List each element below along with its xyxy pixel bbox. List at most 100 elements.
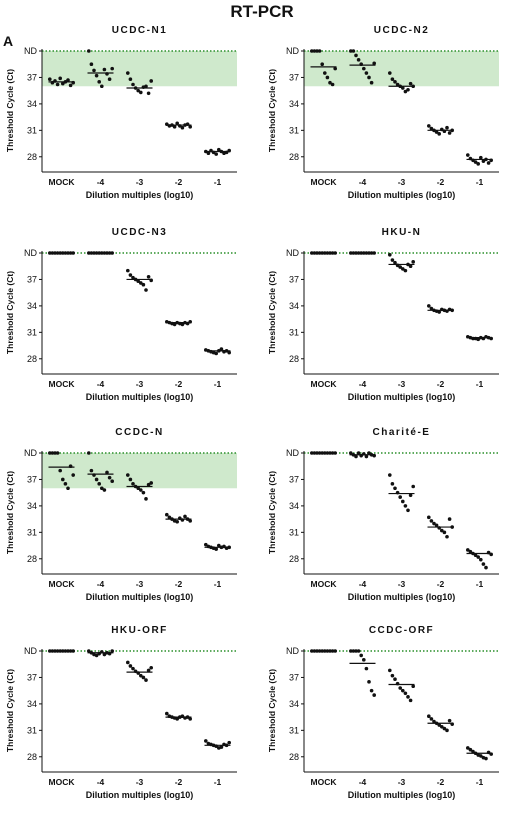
data-point xyxy=(214,351,218,356)
data-point xyxy=(149,481,153,485)
x-tick-label: -3 xyxy=(136,177,144,187)
data-point xyxy=(165,512,169,517)
data-point xyxy=(356,649,361,653)
x-axis-label: Dilution multiples (log10) xyxy=(348,190,456,200)
y-tick-label: 28 xyxy=(289,152,299,162)
data-point xyxy=(411,260,415,264)
data-point xyxy=(126,71,130,75)
data-point xyxy=(102,488,107,492)
x-tick-label: -1 xyxy=(214,177,222,187)
data-point xyxy=(128,664,133,668)
data-point xyxy=(440,528,444,533)
data-point xyxy=(180,322,185,327)
data-point xyxy=(388,473,392,477)
data-point xyxy=(466,746,470,750)
chart-svg: UCDC-N1 28 31 34 37 ND MOCK -4 -3 -2 -1 Dilution mu… xyxy=(5,25,237,200)
data-point xyxy=(100,84,104,89)
x-tick-label: -4 xyxy=(97,177,105,187)
data-point xyxy=(100,486,104,491)
data-point xyxy=(141,490,146,495)
data-point xyxy=(188,519,192,523)
data-point xyxy=(403,691,408,696)
x-tick-label: -1 xyxy=(214,579,222,589)
y-tick-label: 37 xyxy=(27,672,37,682)
data-point xyxy=(484,565,488,570)
data-point xyxy=(473,553,478,558)
data-point xyxy=(172,322,177,327)
x-tick-label: -3 xyxy=(398,777,406,787)
data-point xyxy=(105,470,109,475)
data-point xyxy=(447,517,452,521)
data-point xyxy=(393,260,397,265)
x-tick-label: -4 xyxy=(359,579,367,589)
data-point xyxy=(146,91,151,96)
x-tick-label: -4 xyxy=(359,177,367,187)
y-tick-label: 34 xyxy=(27,99,37,109)
data-point xyxy=(312,49,317,53)
y-tick-label: 31 xyxy=(27,327,37,337)
y-tick-label: ND xyxy=(286,646,299,656)
data-point xyxy=(328,80,332,85)
data-point xyxy=(406,695,410,699)
data-point xyxy=(476,162,480,166)
chart-panel-6: Charité-E 28 31 34 37 ND MOCK -4 -3 -2 -1 Dilution … xyxy=(262,422,524,622)
data-point xyxy=(219,745,224,749)
chart-panel-2: UCDC-N2 28 31 34 37 ND MOCK -4 -3 -2 -1 Dilution mu… xyxy=(262,20,524,220)
data-point xyxy=(398,265,402,269)
y-tick-label: ND xyxy=(286,448,299,458)
data-point xyxy=(427,714,431,719)
x-axis-label: Dilution multiples (log10) xyxy=(86,790,194,800)
x-tick-label: -1 xyxy=(476,579,484,589)
data-point xyxy=(393,486,397,491)
data-point xyxy=(126,660,130,665)
y-tick-label: 31 xyxy=(289,527,299,537)
y-tick-label: 34 xyxy=(289,699,299,709)
y-axis-label: Threshold Cycle (Ct) xyxy=(267,669,277,752)
data-point xyxy=(94,653,99,658)
y-tick-label: 37 xyxy=(289,474,299,484)
data-point xyxy=(359,653,363,658)
data-point xyxy=(437,132,441,136)
data-point xyxy=(369,80,374,85)
chart-title: UCDC-N3 xyxy=(112,227,168,238)
data-point xyxy=(411,484,415,489)
data-point xyxy=(61,477,65,482)
data-point xyxy=(354,454,358,459)
chart-title: HKU-ORF xyxy=(111,625,168,636)
chart-panel-4: HKU-N 28 31 34 37 ND MOCK -4 -3 -2 -1 Dilution mult… xyxy=(262,222,524,422)
data-point xyxy=(128,273,133,277)
data-point xyxy=(445,534,449,539)
y-tick-label: 31 xyxy=(289,327,299,337)
data-point xyxy=(437,310,441,314)
data-point xyxy=(139,90,143,95)
data-point xyxy=(141,282,146,287)
data-point xyxy=(144,288,148,292)
data-point xyxy=(408,493,413,498)
data-point xyxy=(219,347,224,351)
data-point xyxy=(406,87,410,92)
y-tick-label: 34 xyxy=(27,501,37,511)
x-axis-label: Dilution multiples (log10) xyxy=(348,592,456,602)
data-point xyxy=(141,675,146,680)
data-point xyxy=(136,88,140,93)
data-point xyxy=(317,49,322,53)
x-tick-label: -3 xyxy=(136,579,144,589)
data-point xyxy=(48,451,52,455)
data-point xyxy=(354,649,358,653)
data-point xyxy=(87,451,91,455)
y-tick-label: 37 xyxy=(289,72,299,82)
data-point xyxy=(432,719,436,724)
data-point xyxy=(320,62,324,67)
chart-svg: HKU-ORF 28 31 34 37 ND MOCK -4 -3 -2 -1 Dilution mu… xyxy=(5,625,237,800)
data-point xyxy=(165,711,169,716)
x-tick-label: MOCK xyxy=(49,379,76,389)
data-point xyxy=(175,519,179,524)
data-point xyxy=(206,151,211,156)
data-point xyxy=(471,749,475,754)
data-point xyxy=(447,718,452,723)
data-point xyxy=(188,125,192,129)
chart-title: CCDC-N xyxy=(115,427,163,438)
threshold-band xyxy=(304,51,499,87)
data-point xyxy=(395,82,400,87)
data-point xyxy=(390,77,395,82)
